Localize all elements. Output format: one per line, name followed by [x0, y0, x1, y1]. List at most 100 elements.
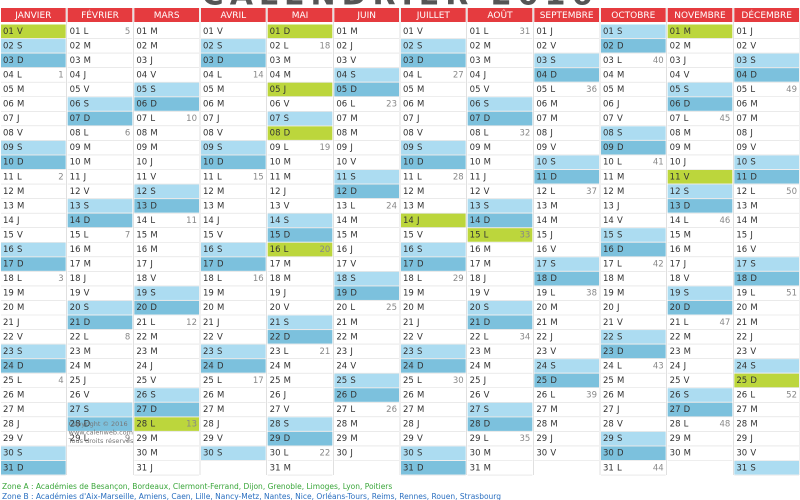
weekday: L	[217, 376, 222, 386]
day-cell	[67, 402, 133, 417]
month-name: JUILLET	[416, 11, 451, 21]
week-number: 30	[453, 376, 464, 386]
weekday: M	[84, 143, 91, 153]
day-number: 09	[736, 143, 747, 153]
week-number: 16	[253, 274, 264, 284]
weekday: J	[216, 114, 220, 124]
day-number: 28	[70, 420, 81, 430]
day-number: 12	[70, 187, 81, 197]
day-number: 18	[603, 274, 614, 284]
weekday: V	[217, 27, 223, 37]
day-number: 15	[336, 230, 347, 240]
day-number: 30	[603, 449, 614, 459]
day-cell	[534, 68, 599, 82]
day-number: 17	[670, 260, 681, 270]
weekday: L	[550, 289, 555, 299]
day-number: 12	[736, 187, 747, 197]
day-number: 16	[536, 245, 547, 255]
weekday: J	[216, 420, 220, 430]
weekday: L	[150, 216, 155, 226]
weekday: M	[550, 100, 557, 110]
weekday: S	[617, 129, 622, 139]
week-number: 27	[453, 70, 464, 80]
day-number: 14	[270, 216, 281, 226]
weekday: D	[684, 201, 691, 211]
weekday: V	[84, 289, 90, 299]
weekday: J	[16, 216, 20, 226]
weekday: D	[217, 56, 224, 66]
day-number: 23	[536, 347, 547, 357]
day-number: 13	[603, 201, 614, 211]
day-cell	[134, 300, 199, 315]
weekday: M	[684, 41, 691, 51]
weekday: M	[750, 100, 757, 110]
day-number: 27	[736, 405, 747, 415]
day-number: 24	[270, 361, 281, 371]
weekday: M	[484, 347, 491, 357]
day-number: 15	[203, 230, 214, 240]
weekday: M	[150, 129, 157, 139]
day-number: 06	[603, 100, 614, 110]
day-number: 09	[70, 143, 81, 153]
weekday: M	[150, 332, 157, 342]
day-cell	[267, 417, 333, 431]
weekday: M	[17, 85, 24, 95]
weekday: J	[83, 172, 87, 182]
weekday: J	[416, 216, 420, 226]
month-header	[601, 8, 666, 22]
day-cell	[201, 39, 266, 53]
weekday: M	[150, 347, 157, 357]
weekday: V	[684, 172, 690, 182]
weekday: D	[350, 289, 357, 299]
day-number: 21	[603, 318, 614, 328]
weekday: M	[550, 405, 557, 415]
day-number: 28	[736, 420, 747, 430]
weekday: S	[284, 114, 289, 124]
weekday: D	[150, 100, 157, 110]
day-cell	[334, 388, 399, 402]
month-name: JANVIER	[14, 11, 51, 21]
weekday: J	[549, 332, 553, 342]
weekday: J	[283, 85, 287, 95]
day-number: 22	[136, 332, 147, 342]
day-cell	[601, 39, 666, 53]
weekday: M	[350, 216, 357, 226]
weekday: D	[484, 216, 491, 226]
day-number: 31	[403, 463, 414, 473]
day-number: 20	[470, 303, 481, 313]
weekday: M	[684, 434, 691, 444]
day-number: 23	[336, 347, 347, 357]
day-number: 18	[70, 274, 81, 284]
week-number: 10	[186, 114, 197, 124]
weekday: L	[617, 260, 622, 270]
day-number: 26	[336, 391, 347, 401]
day-cell	[134, 388, 199, 402]
day-cell	[267, 213, 333, 228]
weekday: M	[284, 158, 291, 168]
day-number: 08	[3, 129, 14, 139]
weekday: J	[149, 260, 153, 270]
day-number: 22	[403, 332, 414, 342]
day-number: 09	[270, 143, 281, 153]
day-number: 19	[336, 289, 347, 299]
day-cell	[734, 373, 799, 388]
day-number: 26	[136, 391, 147, 401]
weekday: S	[217, 41, 222, 51]
day-number: 27	[670, 405, 681, 415]
weekday: M	[684, 143, 691, 153]
day-number: 30	[736, 449, 747, 459]
day-number: 13	[470, 201, 481, 211]
weekday: M	[217, 391, 224, 401]
day-number: 23	[136, 347, 147, 357]
day-number: 02	[203, 41, 214, 51]
weekday: L	[417, 376, 422, 386]
weekday: M	[17, 187, 24, 197]
weekday: L	[484, 332, 489, 342]
weekday: D	[550, 70, 557, 80]
weekday: J	[349, 245, 353, 255]
weekday: M	[684, 129, 691, 139]
day-number: 02	[3, 41, 14, 51]
day-number: 06	[136, 100, 147, 110]
month-header	[401, 8, 466, 22]
weekday: L	[284, 347, 289, 357]
